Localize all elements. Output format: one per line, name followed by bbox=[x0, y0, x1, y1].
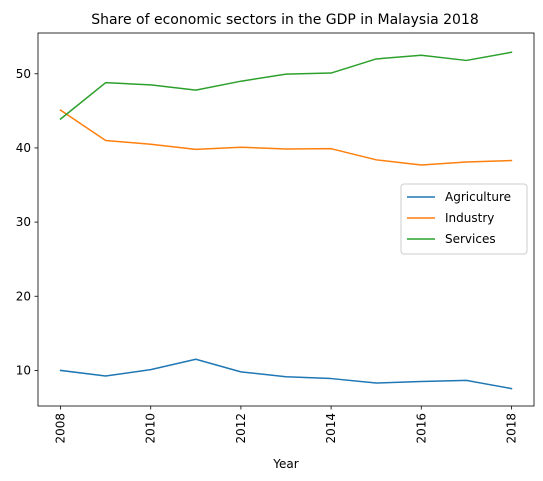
x-axis-label: Year bbox=[272, 457, 298, 471]
x-tick-label: 2016 bbox=[414, 413, 428, 444]
series-line-services bbox=[61, 52, 512, 119]
series-line-industry bbox=[61, 110, 512, 165]
legend: Agriculture Industry Services bbox=[401, 184, 527, 254]
y-tick-label: 30 bbox=[16, 215, 31, 229]
x-tick-label: 2010 bbox=[144, 413, 158, 444]
y-tick-label: 50 bbox=[16, 67, 31, 81]
series-line-agriculture bbox=[61, 359, 512, 388]
y-tick-label: 40 bbox=[16, 141, 31, 155]
legend-label-industry: Industry bbox=[445, 211, 494, 225]
legend-label-services: Services bbox=[445, 232, 496, 246]
y-tick-label: 10 bbox=[16, 363, 31, 377]
x-tick-label: 2008 bbox=[54, 413, 68, 444]
x-tick-label: 2014 bbox=[324, 413, 338, 444]
x-axis: 2008 2010 2012 2014 2016 2018 bbox=[54, 406, 519, 444]
legend-label-agriculture: Agriculture bbox=[445, 190, 511, 204]
y-axis: 10 20 30 40 50 bbox=[16, 67, 38, 378]
y-tick-label: 20 bbox=[16, 289, 31, 303]
chart-title: Share of economic sectors in the GDP in … bbox=[91, 12, 479, 28]
x-tick-label: 2012 bbox=[234, 413, 248, 444]
x-tick-label: 2018 bbox=[504, 413, 518, 444]
